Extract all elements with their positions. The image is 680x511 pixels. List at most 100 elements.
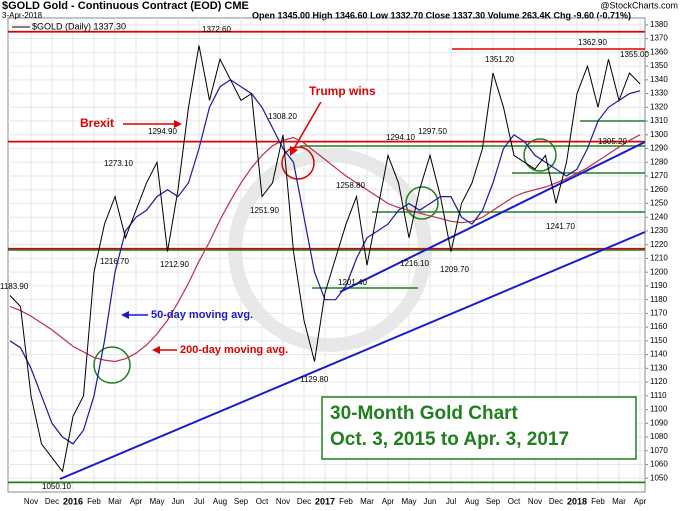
x-tick-label: Nov [24, 497, 38, 506]
price-label: 1209.70 [440, 265, 469, 274]
x-tick-label: Aug [213, 497, 227, 506]
x-tick-label: Apr [382, 497, 395, 506]
x-tick-label: Oct [256, 497, 269, 506]
price-label: 1241.70 [546, 222, 575, 231]
x-tick-label: Jun [172, 497, 185, 506]
price-label: 1216.70 [100, 257, 129, 266]
y-tick-label: 1180 [650, 295, 668, 304]
price-label: 1351.20 [485, 55, 514, 64]
caption-title: 30-Month Gold Chart [330, 403, 519, 424]
x-tick-label: Mar [360, 497, 374, 506]
x-tick-label: Mar [612, 497, 626, 506]
x-tick-label: 2017 [315, 496, 335, 506]
price-label: 1129.80 [300, 375, 329, 384]
annotation: 50-day moving avg. [151, 309, 253, 321]
y-tick-label: 1370 [650, 34, 668, 43]
x-tick-label: Mar [108, 497, 122, 506]
label-bg [305, 82, 387, 102]
y-tick-label: 1290 [650, 144, 668, 153]
y-tick-label: 1200 [650, 267, 668, 276]
price-label: 1372.60 [202, 25, 231, 34]
y-tick-label: 1240 [650, 212, 668, 221]
y-tick-label: 1060 [650, 460, 668, 469]
chart-title: $GOLD Gold - Continuous Contract (EOD) C… [2, 0, 249, 12]
price-label: 1273.10 [104, 159, 133, 168]
y-tick-label: 1380 [650, 20, 668, 29]
y-tick-label: 1140 [650, 350, 668, 359]
y-tick-label: 1300 [650, 130, 668, 139]
series-line [9, 79, 641, 445]
y-tick-label: 1050 [650, 473, 668, 482]
x-tick-label: May [149, 497, 164, 506]
y-tick-label: 1340 [650, 75, 668, 84]
x-tick-label: Feb [591, 497, 605, 506]
arrowhead [290, 146, 298, 156]
arrowhead [152, 346, 160, 354]
y-tick-label: 1100 [650, 405, 668, 414]
annotation: Trump wins [309, 84, 376, 98]
series-line [9, 134, 641, 363]
annotation: Brexit [80, 116, 114, 130]
y-tick-label: 1170 [650, 309, 668, 318]
x-tick-label: Jul [194, 497, 204, 506]
arrowhead [174, 120, 182, 128]
arrow [291, 99, 323, 153]
caption-subtitle: Oct. 3, 2015 to Apr. 3, 2017 [330, 429, 569, 450]
price-label: 1294.10 [386, 133, 415, 142]
price-label: 1305.20 [598, 137, 627, 146]
date: 3-Apr-2018 [2, 11, 43, 20]
annotations-layer [8, 48, 646, 480]
y-tick-label: 1360 [650, 47, 668, 56]
price-label: 1251.90 [250, 206, 279, 215]
x-tick-label: Sep [234, 497, 249, 506]
y-tick-label: 1090 [650, 418, 668, 427]
x-tick-label: 2018 [567, 496, 587, 506]
y-tick-label: 1270 [650, 171, 668, 180]
y-tick-label: 1150 [650, 336, 668, 345]
price-label: 1183.90 [0, 282, 29, 291]
price-label: 1362.90 [578, 38, 607, 47]
y-tick-label: 1310 [650, 116, 668, 125]
y-tick-label: 1230 [650, 226, 668, 235]
y-tick-label: 1190 [650, 281, 668, 290]
y-tick-label: 1070 [650, 446, 668, 455]
price-label: 1212.90 [160, 260, 189, 269]
x-tick-label: 2016 [63, 496, 83, 506]
event-circle [281, 146, 315, 180]
cross-circle [405, 186, 439, 220]
source: @StockCharts.com [600, 0, 678, 10]
y-tick-label: 1280 [650, 157, 668, 166]
y-tick-label: 1250 [650, 199, 668, 208]
x-tick-label: Feb [339, 497, 353, 506]
y-tick-label: 1350 [650, 61, 668, 70]
y-tick-label: 1210 [650, 254, 668, 263]
x-tick-label: Dec [297, 497, 311, 506]
y-tick-label: 1120 [650, 377, 668, 386]
x-tick-label: Feb [87, 497, 101, 506]
arrowhead [121, 311, 129, 319]
cross-circle [93, 346, 131, 384]
price-label: 1216.10 [400, 259, 429, 268]
cross-circle [523, 138, 557, 172]
x-tick-label: Dec [45, 497, 59, 506]
x-tick-label: Apr [634, 497, 647, 506]
trend-line [339, 141, 646, 293]
y-tick-label: 1110 [650, 391, 667, 400]
x-tick-label: Oct [508, 497, 521, 506]
price-label: 1308.20 [268, 112, 297, 121]
price-label: 1294.90 [148, 127, 177, 136]
y-tick-label: 1330 [650, 89, 668, 98]
price-label: 1355.00 [620, 50, 649, 59]
y-tick-label: 1220 [650, 240, 668, 249]
y-tick-label: 1080 [650, 432, 668, 441]
y-tick-label: 1260 [650, 185, 668, 194]
x-tick-label: May [401, 497, 416, 506]
x-tick-label: Sep [486, 497, 501, 506]
price-label: 1050.10 [42, 482, 71, 491]
y-tick-label: 1320 [650, 102, 668, 111]
caption-box [321, 396, 637, 460]
x-tick-label: Jun [424, 497, 437, 506]
price-label: 1297.50 [418, 127, 447, 136]
price-label: 1201.40 [338, 278, 367, 287]
